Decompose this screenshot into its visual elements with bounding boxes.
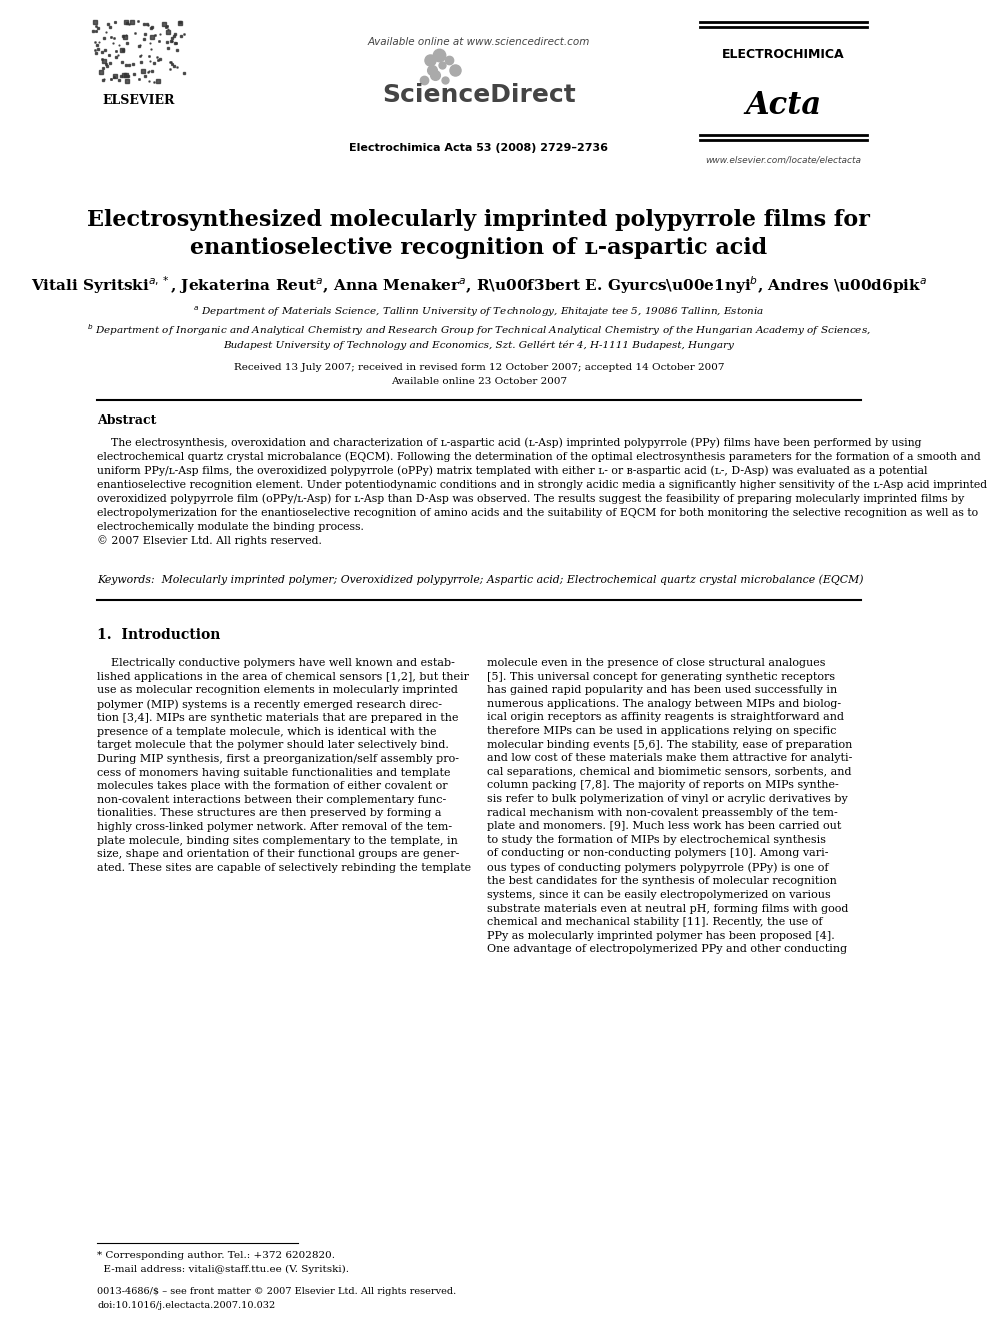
Text: ELECTROCHIMICA: ELECTROCHIMICA [722,49,845,61]
Text: Vitali Syritski$^{a,*}$, Jekaterina Reut$^{a}$, Anna Menaker$^{a}$, R\u00f3bert : Vitali Syritski$^{a,*}$, Jekaterina Reut… [31,274,927,296]
Text: Abstract: Abstract [97,414,157,426]
Text: ELSEVIER: ELSEVIER [103,94,176,106]
Text: Received 13 July 2007; received in revised form 12 October 2007; accepted 14 Oct: Received 13 July 2007; received in revis… [234,363,724,372]
Text: Available online at www.sciencedirect.com: Available online at www.sciencedirect.co… [368,37,590,48]
Bar [89,15,189,85]
Text: Keywords:  Molecularly imprinted polymer; Overoxidized polypyrrole; Aspartic aci: Keywords: Molecularly imprinted polymer;… [97,574,864,585]
Text: doi:10.1016/j.electacta.2007.10.032: doi:10.1016/j.electacta.2007.10.032 [97,1302,276,1311]
Text: 1.  Introduction: 1. Introduction [97,628,220,642]
Text: $^{b}$ Department of Inorganic and Analytical Chemistry and Research Group for T: $^{b}$ Department of Inorganic and Analy… [87,321,871,337]
Text: ScienceDirect: ScienceDirect [382,83,575,107]
Text: Budapest University of Technology and Economics, Szt. Gellért tér 4, H-1111 Buda: Budapest University of Technology and Ec… [223,340,734,349]
Text: $^{a}$ Department of Materials Science, Tallinn University of Technology, Ehitaj: $^{a}$ Department of Materials Science, … [193,304,765,319]
Text: Electrochimica Acta 53 (2008) 2729–2736: Electrochimica Acta 53 (2008) 2729–2736 [349,143,608,153]
Text: enantioselective recognition of ʟ-aspartic acid: enantioselective recognition of ʟ-aspart… [190,237,768,259]
Text: Electrically conductive polymers have well known and estab-
lished applications : Electrically conductive polymers have we… [97,658,471,873]
Text: molecule even in the presence of close structural analogues
[5]. This universal : molecule even in the presence of close s… [487,658,853,954]
Text: Available online 23 October 2007: Available online 23 October 2007 [391,377,567,386]
Text: The electrosynthesis, overoxidation and characterization of ʟ-aspartic acid (ʟ-A: The electrosynthesis, overoxidation and … [97,437,987,546]
Text: E-mail address: vitali@staff.ttu.ee (V. Syritski).: E-mail address: vitali@staff.ttu.ee (V. … [97,1265,349,1274]
Text: * Corresponding author. Tel.: +372 6202820.: * Corresponding author. Tel.: +372 62028… [97,1250,335,1259]
Text: Electrosynthesized molecularly imprinted polypyrrole films for: Electrosynthesized molecularly imprinted… [87,209,870,232]
Text: www.elsevier.com/locate/electacta: www.elsevier.com/locate/electacta [705,156,862,164]
Text: Acta: Acta [746,90,821,120]
Text: 0013-4686/$ – see front matter © 2007 Elsevier Ltd. All rights reserved.: 0013-4686/$ – see front matter © 2007 El… [97,1287,456,1297]
